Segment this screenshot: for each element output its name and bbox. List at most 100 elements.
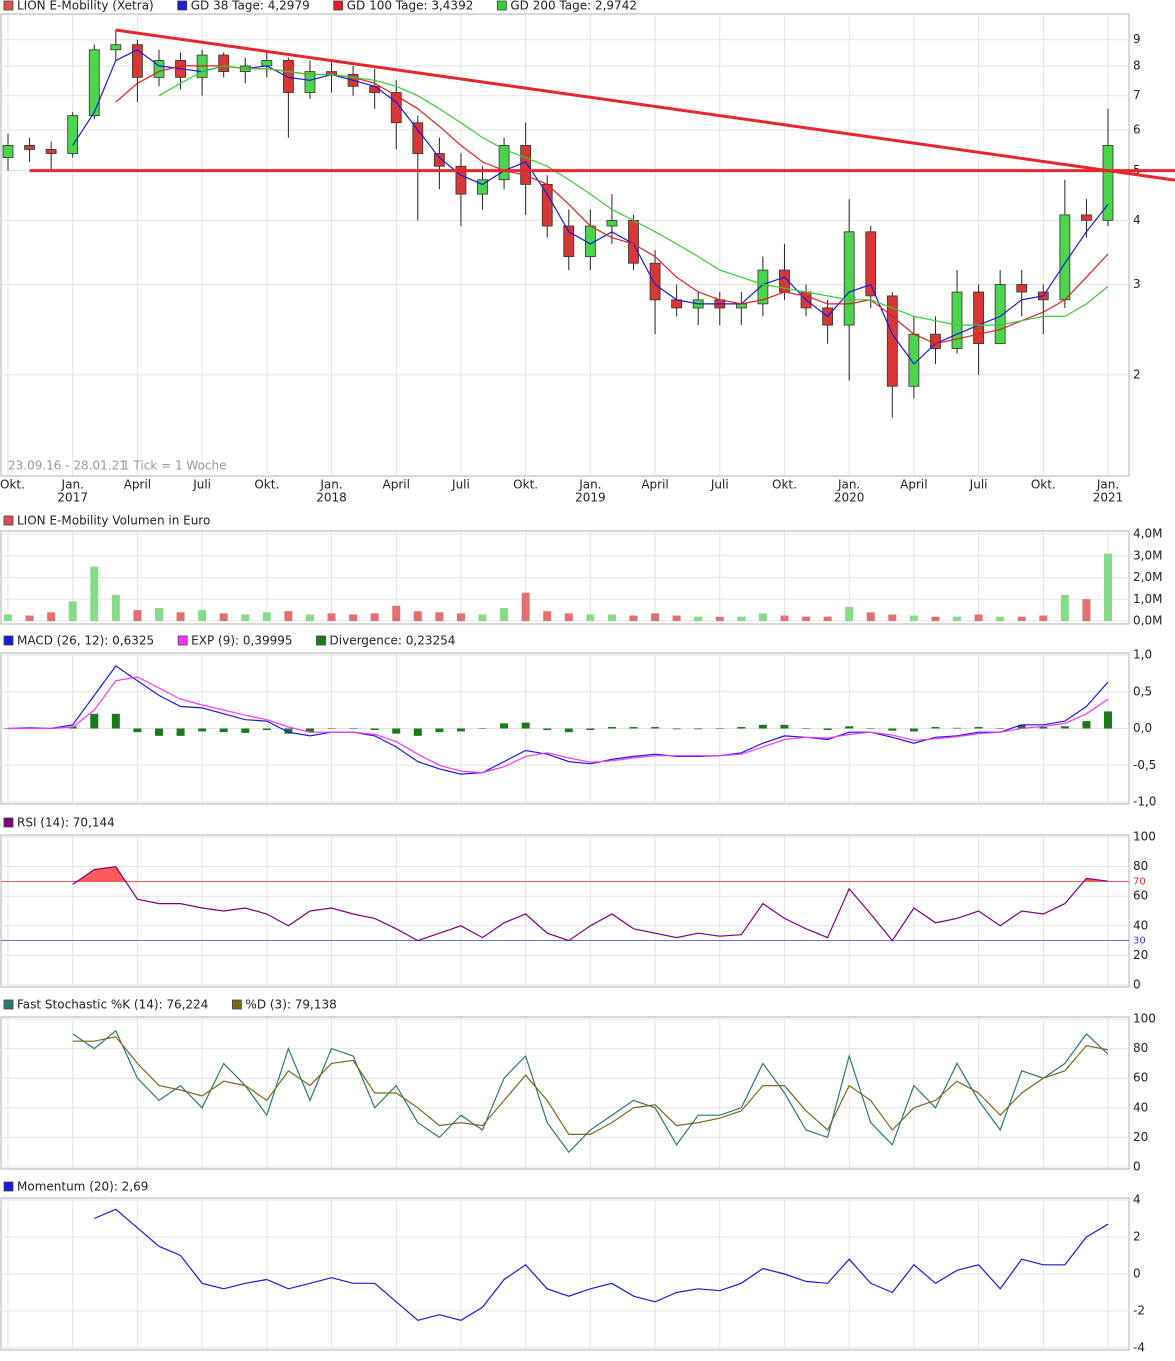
x-tick-label: Juli xyxy=(969,478,988,492)
candle-body xyxy=(88,49,100,117)
divergence-bar xyxy=(262,728,271,730)
volume-bar xyxy=(1060,594,1069,621)
y-tick-label: 9 xyxy=(1133,32,1141,46)
x-tick-label: Jan. xyxy=(319,478,342,492)
divergence-bar xyxy=(1017,724,1026,729)
y-tick-label: -0,5 xyxy=(1133,758,1156,772)
divergence-bar xyxy=(974,727,983,729)
y-tick-label: 1,0M xyxy=(1133,592,1162,606)
x-tick-label: April xyxy=(124,478,151,492)
plot-frame xyxy=(0,834,1130,988)
volume-bar xyxy=(715,616,724,621)
y-tick-label: 6 xyxy=(1133,123,1141,137)
volume-bar xyxy=(111,594,120,621)
volume-bar xyxy=(543,611,552,621)
y-tick-label: 8 xyxy=(1133,58,1141,72)
volume-bar xyxy=(866,612,875,621)
y-tick-label: -1,0 xyxy=(1133,795,1156,809)
volume-bar xyxy=(909,615,918,621)
divergence-bar xyxy=(90,713,99,729)
volume-bar xyxy=(629,615,638,621)
divergence-bar xyxy=(672,728,681,730)
volume-bar xyxy=(694,616,703,621)
x-year-label: 2018 xyxy=(316,491,347,505)
volume-bar xyxy=(241,614,250,621)
y-tick-label: 100 xyxy=(1133,830,1156,844)
y-tick-label: 0 xyxy=(1133,978,1141,992)
volume-bar xyxy=(392,605,401,621)
y-tick-label: 2,0M xyxy=(1133,570,1162,584)
indicator-line xyxy=(72,1036,1109,1135)
volume-bar xyxy=(823,616,832,621)
candle-body xyxy=(520,145,532,185)
divergence-bar xyxy=(607,727,616,729)
candle-body xyxy=(153,60,165,78)
volume-bar xyxy=(802,616,811,621)
y-tick-label: 60 xyxy=(1133,1071,1148,1085)
divergence-bar xyxy=(349,728,358,729)
y-tick-label: 20 xyxy=(1133,948,1148,962)
volume-bar xyxy=(133,610,142,621)
divergence-bar xyxy=(564,728,573,733)
y-tick-label: 1,0 xyxy=(1133,648,1152,662)
volume-bar xyxy=(996,616,1005,621)
volume-bar xyxy=(90,566,99,621)
divergence-bar xyxy=(456,728,465,732)
legend-label: %D (3): 79,138 xyxy=(245,998,336,1012)
indicator-line xyxy=(7,665,1109,775)
divergence-bar xyxy=(780,724,789,729)
candle-body xyxy=(433,153,445,167)
divergence-bar xyxy=(133,728,142,733)
y-tick-label: 20 xyxy=(1133,1130,1148,1144)
volume-bar xyxy=(1039,615,1048,621)
candle-body xyxy=(455,165,467,195)
legend-swatch xyxy=(333,0,344,11)
divergence-bar xyxy=(413,728,422,736)
tick-note: 1 Tick = 1 Woche xyxy=(122,459,227,473)
volume-bar xyxy=(607,614,616,621)
divergence-bar xyxy=(111,713,120,729)
candle-body xyxy=(2,145,14,159)
y-tick-label: -4 xyxy=(1133,1341,1145,1355)
divergence-bar xyxy=(154,728,163,736)
legend-swatch xyxy=(3,635,14,646)
y-tick-label: 7 xyxy=(1133,88,1141,102)
y-tick-label: 80 xyxy=(1133,1041,1148,1055)
divergence-bar xyxy=(866,728,875,729)
y-tick-label: 4,0M xyxy=(1133,527,1162,541)
divergence-bar xyxy=(802,728,811,729)
candle-body xyxy=(994,284,1006,345)
candle-body xyxy=(498,145,510,181)
divergence-bar xyxy=(241,728,250,733)
x-tick-label: Okt. xyxy=(513,478,538,492)
x-year-label: 2020 xyxy=(834,491,865,505)
divergence-bar xyxy=(500,723,509,729)
x-tick-label: Jan. xyxy=(578,478,601,492)
volume-bar xyxy=(845,606,854,621)
x-tick-label: Okt. xyxy=(772,478,797,492)
candle-body xyxy=(218,54,230,72)
candle-body xyxy=(67,115,79,154)
candle-body xyxy=(412,122,424,154)
candle-body xyxy=(132,44,143,78)
plot-frame xyxy=(0,1016,1130,1170)
volume-bar xyxy=(4,614,12,621)
x-tick-label: April xyxy=(641,478,668,492)
candle-body xyxy=(865,231,877,297)
candle-body xyxy=(973,291,984,345)
volume-bar xyxy=(651,613,660,621)
divergence-bar xyxy=(953,727,962,729)
x-tick-label: Jan. xyxy=(61,478,84,492)
x-tick-label: Jan. xyxy=(1096,478,1119,492)
x-tick-label: Okt. xyxy=(1031,478,1056,492)
divergence-bar xyxy=(1104,711,1112,729)
legend-label: GD 100 Tage: 3,4392 xyxy=(347,0,474,13)
volume-bar xyxy=(284,611,293,621)
trend-line xyxy=(115,28,1175,182)
volume-bar xyxy=(68,601,77,621)
divergence-bar xyxy=(931,727,940,729)
y-tick-label: 0,0 xyxy=(1133,721,1152,735)
divergence-bar xyxy=(823,728,832,730)
y-tick-label: 40 xyxy=(1133,918,1148,932)
